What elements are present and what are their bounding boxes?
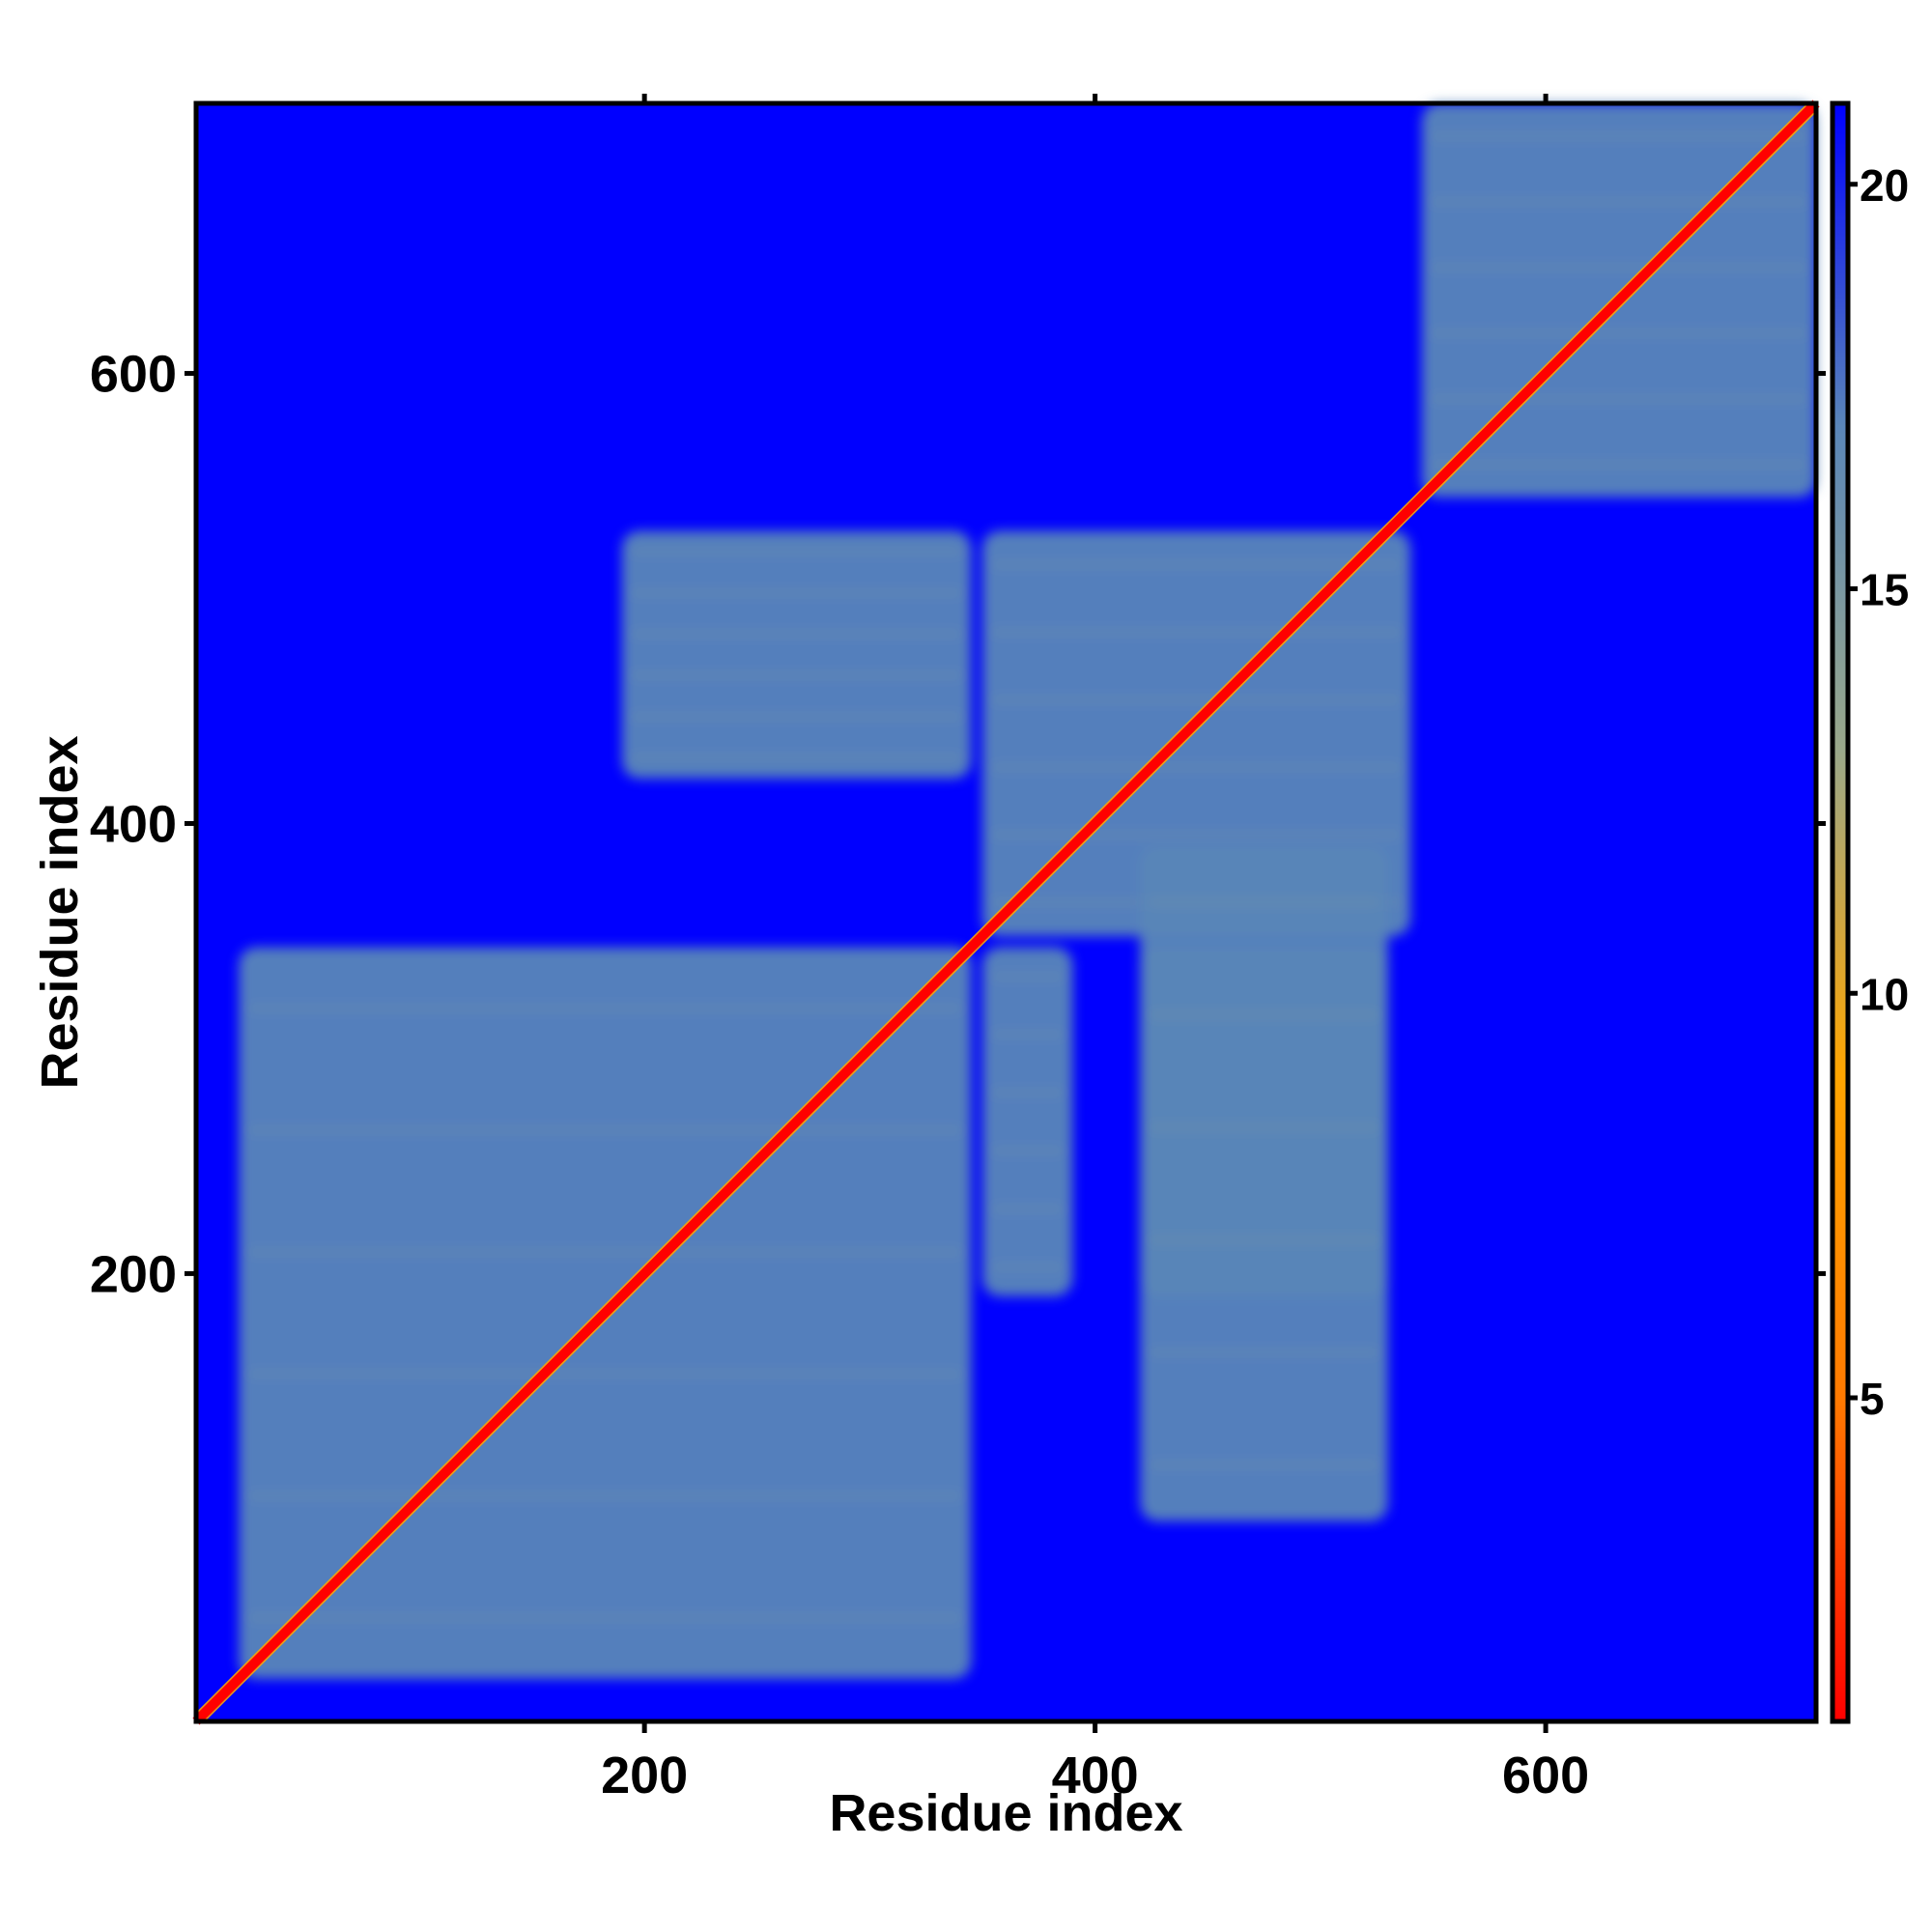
x-tick-label-400: 400 [1052,1747,1139,1804]
heatmap-frame [193,100,1819,1724]
x-axis-title: Residue index [829,1784,1182,1842]
contact-region-5 [1140,845,1388,1521]
y-axis: 200 400 600 [90,346,1826,1303]
contact-region-6 [982,947,1073,1296]
colorbar-tick-label-5: 5 [1860,1374,1885,1424]
diagonal-line [192,99,1820,1725]
y-tick-label-600: 600 [90,346,177,404]
contact-region-3 [621,530,972,779]
x-axis: 200 400 600 [601,94,1589,1804]
colorbar-ticks: 5 10 15 20 [1848,160,1909,1424]
x-tick-label-600: 600 [1502,1747,1589,1804]
colorbar-tick-label-20: 20 [1860,160,1909,211]
heatmap-diagonal-band [192,99,1820,1725]
y-tick-label-200: 200 [90,1245,177,1303]
x-tick-label-200: 200 [601,1747,688,1804]
colorbar: 5 10 15 20 [1830,100,1909,1724]
colorbar-gradient [1830,100,1851,1724]
heatmap-plot-area [192,99,1820,1725]
y-tick-label-400: 400 [90,795,177,853]
y-axis-title: Residue index [31,735,89,1089]
colorbar-tick-label-10: 10 [1860,969,1909,1019]
colorbar-tick-label-15: 15 [1860,565,1909,615]
